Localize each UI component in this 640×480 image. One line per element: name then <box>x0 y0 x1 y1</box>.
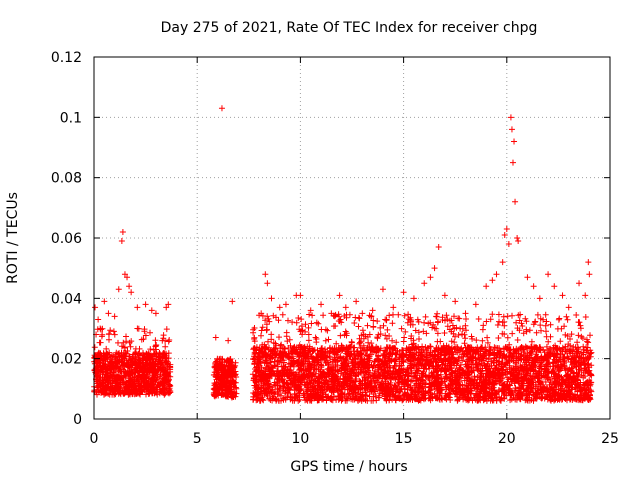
roti-point <box>524 274 531 281</box>
roti-point <box>336 292 343 299</box>
x-tick-label: 15 <box>395 431 413 447</box>
roti-point <box>369 307 376 314</box>
roti-point <box>212 334 219 341</box>
roti-point <box>163 304 170 311</box>
roti-point <box>462 310 469 317</box>
roti-point <box>152 310 159 317</box>
roti-point <box>483 283 490 290</box>
x-axis-label: GPS time / hours <box>290 459 407 475</box>
roti-point <box>586 271 593 278</box>
roti-point <box>472 301 479 308</box>
roti-point <box>262 271 269 278</box>
roti-point <box>427 274 434 281</box>
y-tick-label: 0 <box>73 412 82 428</box>
data-points <box>91 105 595 404</box>
roti-point <box>264 280 271 287</box>
roti-point <box>276 304 283 311</box>
roti-point <box>268 295 275 302</box>
roti-point <box>536 295 543 302</box>
roti-point <box>511 138 518 145</box>
x-tick-label: 0 <box>90 431 99 447</box>
roti-point <box>148 307 155 314</box>
roti-point <box>379 286 386 293</box>
roti-point <box>530 283 537 290</box>
roti-point <box>101 298 108 305</box>
roti-point <box>282 301 289 308</box>
roti-point <box>121 271 128 278</box>
roti-point <box>92 304 99 311</box>
roti-point <box>410 295 417 302</box>
roti-point <box>124 274 131 281</box>
y-tick-label: 0.06 <box>51 231 82 247</box>
roti-point <box>545 271 552 278</box>
roti-point <box>119 228 126 235</box>
roti-point-cloud <box>91 310 595 404</box>
roti-point <box>307 307 314 314</box>
y-tick-label: 0.04 <box>51 291 82 307</box>
roti-point <box>509 159 516 166</box>
roti-point <box>505 241 512 248</box>
roti-point <box>489 277 496 284</box>
roti-point <box>342 304 349 311</box>
roti-point <box>503 225 510 232</box>
roti-point <box>441 292 448 299</box>
roti-point <box>353 298 360 305</box>
roti-point <box>165 301 172 308</box>
roti-point <box>111 313 118 320</box>
roti-point <box>390 304 397 311</box>
roti-point <box>297 292 304 299</box>
roti-point <box>118 238 125 245</box>
roti-point <box>515 238 522 245</box>
y-axis-label: ROTI / TECUs <box>5 192 21 284</box>
x-axis-ticks: 0 5 10 15 20 25 <box>90 57 619 447</box>
y-tick-label: 0.02 <box>51 352 82 368</box>
grid-lines <box>94 57 610 419</box>
y-axis-ticks: 0 0.02 0.04 0.06 0.08 0.1 0.12 <box>51 50 610 428</box>
x-tick-label: 20 <box>498 431 516 447</box>
roti-point <box>508 126 515 133</box>
roti-point <box>105 310 112 317</box>
roti-point <box>128 289 135 296</box>
roti-point <box>225 337 232 344</box>
roti-point <box>229 298 236 305</box>
roti-point <box>501 231 508 238</box>
x-tick-label: 25 <box>601 431 619 447</box>
x-tick-label: 10 <box>291 431 309 447</box>
y-tick-label: 0.12 <box>51 50 82 66</box>
roti-point <box>97 325 104 332</box>
roti-point <box>499 259 506 266</box>
roti-point <box>115 286 122 293</box>
roti-point <box>258 310 265 317</box>
roti-point <box>493 271 500 278</box>
chart-title: Day 275 of 2021, Rate Of TEC Index for r… <box>161 20 538 36</box>
roti-point <box>400 289 407 296</box>
roti-point <box>421 280 428 287</box>
roti-point <box>551 283 558 290</box>
roti-point <box>318 301 325 308</box>
roti-point <box>435 244 442 251</box>
roti-point <box>431 265 438 272</box>
roti-point <box>512 198 519 205</box>
y-tick-label: 0.1 <box>60 110 82 126</box>
roti-point <box>565 304 572 311</box>
roti-point <box>507 114 514 121</box>
x-tick-label: 5 <box>193 431 202 447</box>
roti-point <box>359 310 366 317</box>
roti-point <box>452 298 459 305</box>
roti-point <box>514 235 521 241</box>
roti-point <box>126 283 133 290</box>
roti-point <box>559 292 566 299</box>
roti-point <box>582 292 589 299</box>
roti-point <box>576 280 583 287</box>
roti-point <box>328 310 335 317</box>
y-tick-label: 0.08 <box>51 171 82 187</box>
roti-point <box>134 304 141 311</box>
roti-point <box>585 259 592 266</box>
roti-point <box>95 316 102 323</box>
roti-point <box>218 105 225 112</box>
roti-point <box>142 301 149 308</box>
